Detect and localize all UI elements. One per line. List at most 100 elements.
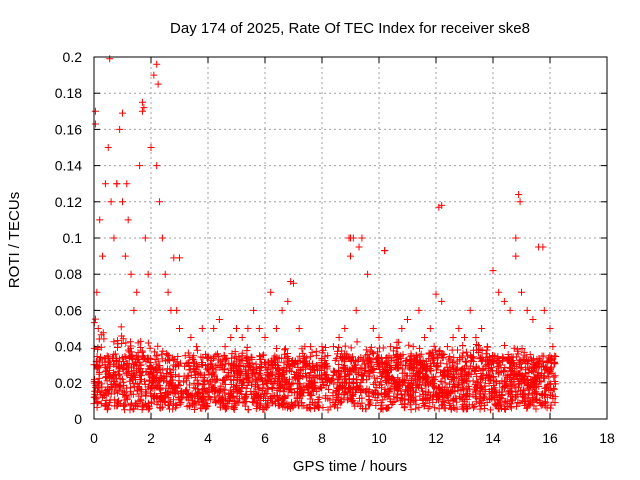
scatter-point-bg [256,356,264,364]
scatter-point-bg [532,389,540,397]
scatter-point [449,334,457,342]
scatter-point-bg [390,380,398,388]
scatter-point-bg [231,371,239,379]
scatter-point-bg [111,402,119,410]
y-tick-label: 0.02 [55,375,82,391]
scatter-point-bg [334,378,342,386]
scatter-point-bg [530,395,538,403]
scatter-point-bg [281,385,289,393]
scatter-point-bg [440,371,448,379]
scatter-point [500,297,508,305]
scatter-point-bg [485,353,493,361]
scatter-point [153,60,161,68]
scatter-point [540,306,548,314]
scatter-point-bg [185,359,193,367]
scatter-point-bg [216,364,224,372]
scatter-point-bg [239,381,247,389]
scatter-point-bg [337,369,345,377]
scatter-point-bg [185,381,193,389]
scatter-point [549,343,557,351]
scatter-point-bg [323,374,331,382]
scatter-point-bg [491,384,499,392]
scatter-point-bg [459,349,467,357]
scatter-point [426,325,434,332]
scatter-point-bg [415,359,423,367]
scatter-point-bg [440,399,448,407]
scatter-point [358,234,366,242]
scatter-point-bg [118,375,126,383]
scatter-point-bg [461,398,469,406]
scatter-point-bg [363,369,371,377]
scatter-point-bg [463,362,471,370]
scatter-point-bg [393,338,401,346]
scatter-point-bg [493,402,501,410]
scatter-point-bg [502,397,510,405]
scatter-point-bg [330,380,338,388]
scatter-point-bg [472,346,480,354]
scatter-point-bg [520,379,528,387]
scatter-point-bg [308,380,316,388]
scatter-point-bg [524,385,532,393]
scatter-point [345,234,353,242]
scatter-point [438,297,446,305]
scatter-point [272,325,280,332]
scatter-point-bg [377,405,385,413]
scatter-point-bg [144,356,152,364]
scatter-point-bg [243,353,251,361]
scatter-point-bg [307,368,315,376]
scatter-point-bg [525,383,533,391]
scatter-point-bg [280,376,288,384]
scatter-point-bg [334,390,342,398]
scatter-point-bg [165,352,173,360]
scatter-point-bg [373,383,381,391]
scatter-point-bg [408,376,416,384]
scatter-point-bg [129,379,137,387]
scatter-point-bg [224,368,232,376]
scatter-point-bg [158,355,166,363]
scatter-point-bg [521,390,529,398]
scatter-point-bg [451,382,459,390]
scatter-point-bg [481,401,489,409]
scatter-point [443,343,451,351]
scatter-point [153,162,161,170]
scatter-point-bg [263,390,271,398]
scatter-point-bg [199,373,207,381]
scatter-point-bg [335,343,343,351]
scatter-point-bg [363,385,371,393]
scatter-point-bg [321,360,329,368]
scatter-point-bg [303,384,311,392]
scatter-point-bg [153,352,161,360]
scatter-point-bg [295,373,303,381]
scatter-point-bg [366,399,374,407]
scatter-point-bg [513,345,521,353]
scatter-point-bg [127,373,135,381]
scatter-point [512,252,520,260]
scatter-point [287,277,295,285]
scatter-point-bg [311,367,319,375]
scatter-point-bg [470,366,478,374]
scatter-point [173,306,181,314]
scatter-point-bg [166,388,174,396]
scatter-point-bg [546,380,554,388]
scatter-point-bg [308,348,316,356]
scatter-point-bg [253,365,261,373]
scatter-point [432,290,440,298]
scatter-point-bg [343,350,351,358]
scatter-point-bg [146,404,154,412]
scatter-point [99,252,107,260]
scatter-point-bg [520,398,528,406]
scatter-point-bg [530,402,538,410]
scatter-point-bg [530,382,538,390]
scatter-point-bg [530,360,538,368]
scatter-point-bg [288,388,296,396]
scatter-point-bg [95,374,103,382]
scatter-point [404,315,411,323]
scatter-point-bg [308,373,316,381]
scatter-point-bg [175,393,183,401]
scatter-point-bg [121,406,129,414]
scatter-point-bg [279,383,287,391]
scatter-point-bg [489,373,497,381]
scatter-point-bg [148,381,156,389]
scatter-point-bg [167,369,175,377]
